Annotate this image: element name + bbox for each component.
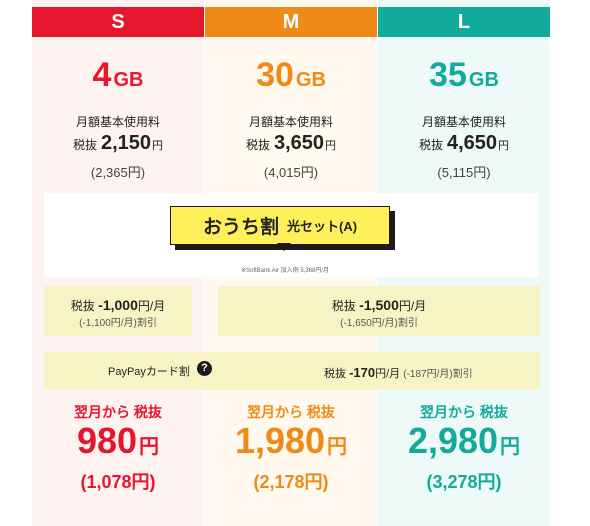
plan-m-header: M (205, 7, 377, 37)
discount-ml-box (218, 286, 540, 336)
price-prefix: 税抜 (72, 138, 97, 152)
final-price-unit: 円 (327, 436, 348, 458)
discount-amount: -1,000 (98, 297, 138, 313)
plan-s-final-price: 980 円 (32, 420, 204, 462)
plan-m-capacity: 30 GB (205, 56, 377, 95)
price-prefix: 税抜 (418, 138, 443, 152)
capacity-unit: GB (295, 69, 326, 91)
discount-ml: 税抜 -1,500円/月 (-1,650円/月)割引 (218, 297, 540, 329)
plan-l-fee-label: 月額基本使用料 (421, 115, 506, 129)
plan-s-final-label: 翌月から 税抜 (74, 404, 162, 420)
plan-m-final-price: 1,980 円 (205, 420, 377, 462)
discount-amount: -1,500 (359, 297, 399, 313)
discount-s-main: 税抜 -1,000円/月 (44, 297, 192, 314)
plan-s-capacity: 4 GB (32, 56, 204, 95)
price-value: 4,650 (446, 132, 498, 154)
discount-amount: -170 (349, 365, 376, 380)
price-value: 3,650 (273, 132, 325, 154)
capacity-unit: GB (468, 69, 499, 91)
plan-m-tax-incl: (4,015円) (263, 165, 319, 180)
plan-s-header: S (32, 7, 204, 37)
capacity-value: 4 (92, 56, 112, 94)
discount-s-note: (-1,100円/月)割引 (79, 318, 157, 329)
discount-unit: 円/月 (398, 299, 427, 313)
plan-l-tax-incl: (5,115円) (437, 165, 491, 180)
plan-s-fee-label: 月額基本使用料 (75, 115, 160, 129)
plan-s-price: 税抜 2,150円 (32, 132, 204, 155)
capacity-value: 35 (429, 56, 467, 94)
plan-l-header: L (378, 7, 550, 37)
discount-unit: 円/月 (137, 299, 166, 313)
bundle-suffix: 光セット(A) (286, 219, 358, 234)
final-price-value: 980 (76, 420, 138, 461)
discount-s-box (44, 286, 192, 336)
final-price-value: 2,980 (407, 420, 499, 461)
discount-unit: 円/月 (375, 368, 401, 380)
discount-prefix: 税抜 (331, 299, 356, 313)
plan-s-name: S (111, 10, 125, 33)
final-price-unit: 円 (500, 436, 521, 458)
plan-s-tax-incl: (2,365円) (90, 165, 146, 180)
question-icon[interactable]: ? (197, 361, 212, 376)
capacity-value: 30 (256, 56, 294, 94)
plan-l-final-price: 2,980 円 (378, 420, 550, 462)
discount-prefix: 税抜 (70, 299, 95, 313)
discount-prefix: 税抜 (324, 368, 346, 380)
paypay-discount: 税抜 -170円/月 (-187円/月)割引 (324, 365, 473, 381)
final-price-value: 1,980 (234, 420, 326, 461)
paypay-label: PayPayカード割 (108, 366, 190, 378)
capacity-unit: GB (113, 69, 144, 91)
discount-s: 税抜 -1,000円/月 (-1,100円/月)割引 (44, 297, 192, 329)
discount-note: (-187円/月)割引 (403, 369, 473, 380)
plan-s-final-tax-incl: (1,078円) (80, 472, 156, 492)
final-price-unit: 円 (139, 436, 160, 458)
price-unit: 円 (498, 140, 510, 152)
plan-l-capacity: 35 GB (378, 56, 550, 95)
bundle-badge-pointer (277, 243, 291, 251)
bundle-title: おうち割 (202, 217, 279, 238)
plan-l-final-label: 翌月から 税抜 (420, 404, 508, 420)
plan-l-price: 税抜 4,650円 (378, 132, 550, 155)
price-prefix: 税抜 (245, 138, 270, 152)
bundle-note: ※SoftBank Air 加入例 5,368円/月 (240, 268, 330, 274)
plan-m-final-label: 翌月から 税抜 (247, 404, 335, 420)
discount-ml-main: 税抜 -1,500円/月 (218, 297, 540, 314)
plan-m-fee-label: 月額基本使用料 (248, 115, 333, 129)
plan-m-name: M (282, 10, 300, 33)
price-value: 2,150 (100, 132, 152, 154)
price-unit: 円 (152, 140, 164, 152)
plan-l-final-tax-incl: (3,278円) (426, 472, 502, 492)
plan-m-final-tax-incl: (2,178円) (253, 472, 329, 492)
paypay-box (44, 352, 540, 390)
discount-ml-note: (-1,650円/月)割引 (340, 318, 418, 329)
bundle-badge: おうち割 光セット(A) (170, 206, 390, 245)
plan-m-price: 税抜 3,650円 (205, 132, 377, 155)
price-unit: 円 (325, 140, 337, 152)
plan-l-name: L (457, 10, 471, 33)
